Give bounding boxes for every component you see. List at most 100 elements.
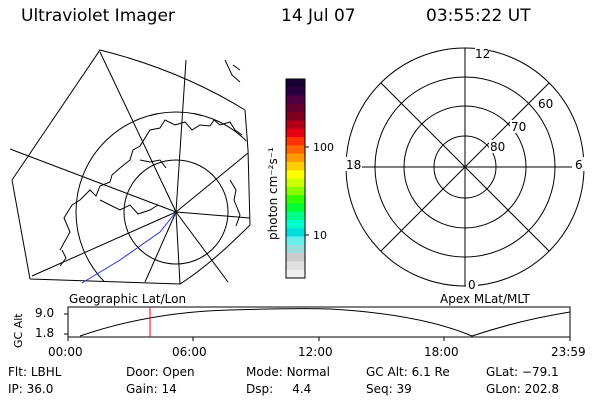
mlt-label-0: 0 bbox=[468, 278, 476, 292]
colorbar-segment bbox=[286, 137, 305, 146]
info-mode-value: Normal bbox=[286, 365, 330, 379]
map-outer-boundary bbox=[11, 49, 251, 285]
info-gcalt-value: 6.1 Re bbox=[411, 365, 450, 379]
mlt-label-12: 12 bbox=[475, 47, 490, 61]
info-ip-value: 36.0 bbox=[26, 382, 54, 396]
info-glat-value: −79.1 bbox=[521, 365, 559, 379]
polar-plot bbox=[345, 47, 585, 287]
colorbar-segment bbox=[286, 103, 305, 113]
colorbar bbox=[286, 79, 305, 279]
x-tick-label-1200: 12:00 bbox=[298, 345, 333, 359]
info-gcalt-key: GC Alt: bbox=[366, 365, 408, 379]
info-glat-key: GLat: bbox=[486, 365, 519, 379]
colorbar-segment bbox=[286, 95, 305, 105]
geographic-map bbox=[9, 49, 251, 285]
map-meridian bbox=[175, 59, 187, 213]
info-door-key: Door: bbox=[126, 365, 159, 379]
colorbar-segment bbox=[286, 120, 305, 130]
info-gain: Gain: 14 bbox=[126, 382, 177, 396]
date-label: 14 Jul 07 bbox=[281, 6, 356, 26]
map-satellite-track bbox=[81, 211, 177, 284]
colorbar-segment bbox=[286, 170, 305, 179]
colorbar-segment bbox=[286, 236, 305, 246]
altitude-ylabel: GC Alt bbox=[12, 313, 25, 348]
colorbar-segment bbox=[286, 112, 305, 121]
colorbar-tick-label-10: 10 bbox=[313, 229, 327, 242]
x-tick-label-1800: 18:00 bbox=[424, 345, 459, 359]
info-gain-value: 14 bbox=[161, 382, 177, 396]
colorbar-segment bbox=[286, 228, 305, 238]
x-tick-label-0600: 06:00 bbox=[172, 345, 207, 359]
map-meridian bbox=[175, 211, 181, 285]
polar-diagonal bbox=[380, 82, 550, 252]
x-tick-label-0000: 00:00 bbox=[48, 345, 83, 359]
map-meridian bbox=[31, 211, 177, 277]
colorbar-segment bbox=[286, 79, 305, 88]
info-flt-key: Flt: bbox=[8, 365, 27, 379]
info-gain-key: Gain: bbox=[126, 382, 158, 396]
info-seq-value: 39 bbox=[396, 382, 412, 396]
info-dsp: Dsp: 4.4 bbox=[246, 382, 311, 396]
app-title: Ultraviolet Imager bbox=[21, 6, 175, 26]
colorbar-segment bbox=[286, 145, 305, 155]
map-lat-circle-outer bbox=[75, 111, 250, 284]
colorbar-frame bbox=[285, 78, 306, 279]
info-gc-alt: GC Alt: 6.1 Re bbox=[366, 365, 450, 379]
colorbar-segment bbox=[286, 244, 305, 254]
map-meridian bbox=[144, 211, 177, 283]
map-coastline bbox=[59, 59, 243, 267]
info-glon: GLon: 202.8 bbox=[486, 382, 559, 396]
altitude-curve bbox=[79, 308, 571, 337]
info-door: Door: Open bbox=[126, 365, 195, 379]
lat-label-60: 60 bbox=[538, 97, 553, 111]
info-dsp-key: Dsp: bbox=[246, 382, 274, 396]
altitude-y-bottom: 1.8 bbox=[35, 326, 55, 340]
geo-map-label: Geographic Lat/Lon bbox=[69, 292, 187, 306]
altitude-plot bbox=[64, 306, 571, 341]
info-glon-key: GLon: bbox=[486, 382, 521, 396]
colorbar-segment bbox=[286, 186, 305, 196]
colorbar-unit-label: photon cm⁻²s⁻¹ bbox=[266, 147, 280, 240]
colorbar-segment bbox=[286, 87, 305, 97]
x-tick-label-2359: 23:59 bbox=[551, 345, 586, 359]
colorbar-segment bbox=[286, 261, 305, 271]
colorbar-tick-label-100: 100 bbox=[313, 141, 334, 154]
altitude-y-top: 9.0 bbox=[35, 306, 55, 320]
map-meridian bbox=[9, 148, 177, 213]
polar-plot-label: Apex MLat/MLT bbox=[440, 292, 530, 306]
info-dsp-value: 4.4 bbox=[292, 382, 312, 396]
lat-label-80: 80 bbox=[490, 140, 505, 154]
lat-label-70: 70 bbox=[511, 120, 526, 134]
altitude-plot-frame bbox=[67, 306, 571, 338]
colorbar-segment bbox=[286, 178, 305, 188]
colorbar-segment bbox=[286, 161, 305, 171]
colorbar-segment bbox=[286, 219, 305, 229]
info-mode-key: Mode: bbox=[246, 365, 283, 379]
colorbar-segment bbox=[286, 253, 305, 262]
map-meridian bbox=[99, 51, 177, 213]
map-lat-circle-inner bbox=[123, 159, 229, 265]
info-flt-value: LBHL bbox=[30, 365, 62, 379]
info-door-value: Open bbox=[162, 365, 195, 379]
map-meridian bbox=[175, 152, 249, 213]
info-ip: IP: 36.0 bbox=[8, 382, 53, 396]
colorbar-segment bbox=[286, 195, 305, 204]
info-seq: Seq: 39 bbox=[366, 382, 412, 396]
info-glon-value: 202.8 bbox=[524, 382, 559, 396]
info-glat: GLat: −79.1 bbox=[486, 365, 559, 379]
info-ip-key: IP: bbox=[8, 382, 23, 396]
map-meridian bbox=[175, 211, 229, 283]
info-mode: Mode: Normal bbox=[246, 365, 330, 379]
colorbar-segment bbox=[286, 153, 305, 163]
colorbar-segment bbox=[286, 211, 305, 221]
colorbar-segment bbox=[286, 128, 305, 138]
info-seq-key: Seq: bbox=[366, 382, 393, 396]
mlt-label-6: 6 bbox=[575, 158, 583, 172]
map-meridian bbox=[175, 211, 251, 219]
mlt-label-18: 18 bbox=[346, 158, 361, 172]
colorbar-segment bbox=[286, 269, 305, 279]
time-label: 03:55:22 UT bbox=[426, 6, 531, 26]
info-flt: Flt: LBHL bbox=[8, 365, 61, 379]
colorbar-segment bbox=[286, 203, 305, 213]
